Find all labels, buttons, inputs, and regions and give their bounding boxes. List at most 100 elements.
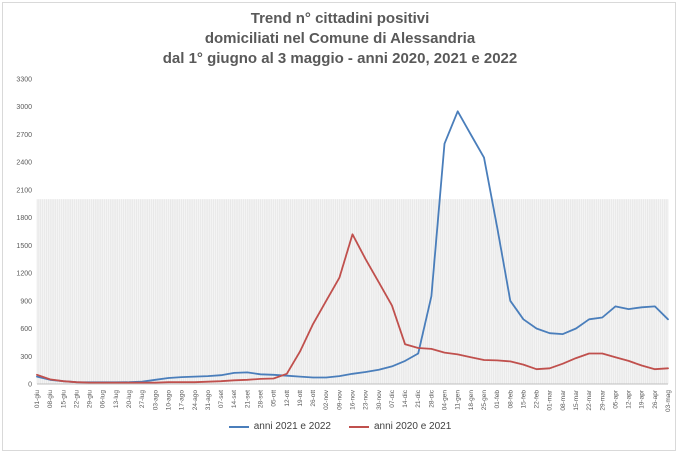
- series-1-point: [181, 376, 183, 378]
- x-tick-label: 28-dic: [428, 389, 435, 407]
- series-2-point: [62, 380, 64, 382]
- series-2-point: [75, 381, 78, 383]
- series-1-point: [601, 316, 603, 319]
- series-1-point: [154, 379, 156, 381]
- x-tick-label: 12-ott: [284, 390, 291, 407]
- series-2-point: [338, 277, 340, 279]
- legend-item-series-2: anni 2020 e 2021: [349, 421, 451, 432]
- series-1-point: [562, 333, 564, 335]
- series-1-point: [457, 110, 459, 112]
- legend-swatch-series-2: [349, 425, 369, 428]
- series-2-point: [325, 300, 327, 302]
- x-tick-label: 19-apr: [639, 389, 646, 409]
- x-tick-label: 02-nov: [323, 389, 330, 410]
- series-1-point: [391, 365, 393, 368]
- series-2-point: [128, 382, 130, 384]
- chart-legend: anni 2021 e 2022 anni 2020 e 2021: [0, 421, 680, 432]
- series-2-point: [457, 353, 459, 356]
- series-2-point: [102, 382, 104, 384]
- series-1-point: [378, 369, 380, 371]
- series-2-point: [614, 356, 617, 358]
- series-1-point: [627, 308, 630, 310]
- legend-label-series-1: anni 2021 e 2022: [253, 421, 331, 432]
- x-tick-label: 08-giu: [47, 390, 54, 408]
- series-2-point: [391, 304, 393, 307]
- series-2-point: [535, 368, 538, 370]
- series-1-point: [246, 371, 248, 374]
- x-tick-label: 15-giu: [60, 390, 67, 408]
- y-tick-label: 2400: [16, 160, 32, 167]
- series-1-point: [259, 373, 262, 375]
- series-2-point: [522, 363, 524, 366]
- series-2-point: [194, 381, 196, 383]
- series-2-point: [509, 360, 511, 362]
- series-1-point: [325, 376, 327, 379]
- x-tick-label: 07-dic: [389, 389, 396, 407]
- series-2-point: [404, 343, 406, 345]
- legend-label-series-2: anni 2020 e 2021: [374, 421, 452, 432]
- series-2-point: [496, 359, 498, 362]
- series-1-point: [641, 306, 643, 308]
- x-tick-label: 22-feb: [534, 390, 541, 409]
- series-1-point: [522, 318, 524, 320]
- x-tick-label: 22-giu: [73, 390, 80, 408]
- series-2-point: [167, 381, 170, 383]
- x-tick-label: 15-feb: [520, 390, 527, 409]
- series-2-point: [115, 382, 117, 384]
- y-tick-label: 3300: [16, 77, 32, 84]
- series-2-point: [259, 378, 262, 380]
- series-1-point: [286, 375, 288, 377]
- x-tick-label: 15-mar: [573, 389, 580, 410]
- series-2-point: [549, 367, 551, 369]
- y-tick-label: 2100: [16, 187, 32, 194]
- y-tick-label: 1500: [16, 243, 32, 250]
- chart-title-line-3: dal 1° giugno al 3 maggio - anni 2020, 2…: [162, 50, 518, 67]
- series-2-point: [88, 382, 91, 384]
- series-2-point: [312, 323, 314, 325]
- y-tick-label: 1800: [16, 215, 32, 222]
- series-2-point: [483, 359, 485, 361]
- series-2-point: [207, 381, 209, 383]
- series-2-point: [667, 367, 669, 369]
- x-tick-label: 06-lug: [100, 390, 107, 408]
- x-tick-label: 19-ott: [297, 390, 304, 407]
- x-tick-label: 08-mar: [560, 389, 567, 410]
- y-tick-label: 2700: [16, 132, 32, 139]
- series-2-point: [430, 348, 432, 350]
- series-2-point: [36, 374, 38, 376]
- y-tick-label: 300: [20, 354, 32, 361]
- chart-title-line-1: Trend n° cittadini positivi: [250, 10, 430, 27]
- series-1-point: [404, 360, 406, 362]
- series-2-point: [601, 352, 603, 355]
- series-2-point: [562, 363, 564, 365]
- x-tick-label: 01-feb: [494, 390, 501, 409]
- series-1-point: [614, 305, 617, 307]
- y-tick-label: 3000: [16, 104, 32, 111]
- series-2-point: [654, 368, 656, 370]
- series-1-point: [36, 376, 38, 378]
- x-tick-label: 12-apr: [626, 389, 633, 409]
- series-2-point: [286, 373, 288, 375]
- series-2-point: [365, 258, 367, 260]
- x-tick-label: 05-apr: [612, 389, 619, 409]
- series-1-point: [338, 375, 340, 377]
- series-1-point: [496, 226, 498, 228]
- x-tick-label: 21-set: [244, 390, 251, 408]
- x-tick-label: 16-nov: [350, 389, 357, 410]
- series-1-point: [351, 373, 354, 375]
- x-tick-label: 23-nov: [363, 389, 370, 410]
- series-1-point: [667, 318, 669, 320]
- x-tick-label: 24-ago: [192, 390, 199, 411]
- series-1-point: [430, 295, 432, 297]
- x-tick-label: 29-giu: [87, 390, 94, 408]
- x-tick-label: 05-ott: [271, 390, 278, 407]
- series-1-point: [470, 133, 472, 136]
- x-tick-label: 18-gen: [468, 390, 475, 411]
- series-1-point: [575, 327, 577, 330]
- series-2-point: [220, 380, 222, 382]
- series-1-point: [365, 371, 367, 373]
- y-tick-label: 600: [20, 326, 32, 333]
- x-tick-label: 28-set: [257, 390, 264, 408]
- series-1-point: [299, 376, 301, 378]
- x-tick-label: 07-set: [218, 390, 225, 408]
